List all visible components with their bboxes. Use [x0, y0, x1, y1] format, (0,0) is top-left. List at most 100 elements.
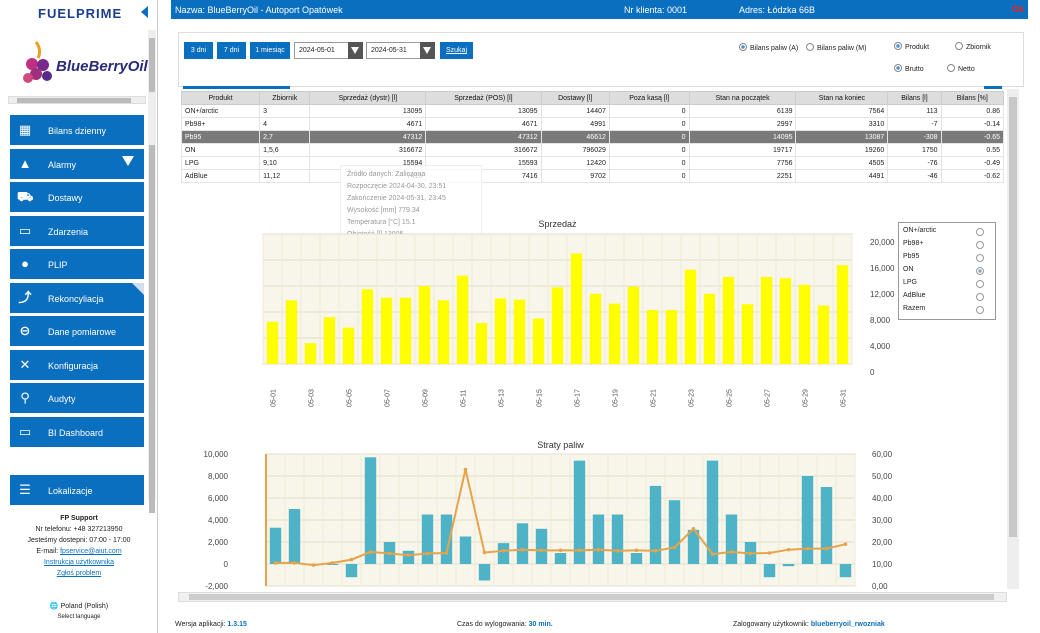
legend-radio[interactable]: [976, 241, 984, 249]
sidebar-item-dane-pomiarowe[interactable]: ⊖ Dane pomiarowe: [10, 316, 144, 346]
legend-item[interactable]: AdBlue: [903, 292, 993, 302]
table-cell: 3310: [795, 117, 889, 131]
table-cell: 47312: [309, 130, 427, 144]
column-header[interactable]: Sprzedaż (POS) [l]: [425, 91, 542, 105]
user-manual-link[interactable]: Instrukcja użytkownika: [43, 559, 115, 566]
bar: [437, 300, 450, 364]
line-point: [558, 548, 563, 553]
legend-item[interactable]: Pb98+: [903, 240, 993, 250]
bar: [782, 564, 795, 567]
radio-produkt[interactable]: Produkt: [894, 42, 929, 53]
column-header[interactable]: Dostawy [l]: [540, 91, 610, 105]
table-cell: 19717: [688, 143, 797, 157]
line-point: [368, 550, 373, 554]
radio-bilans-m[interactable]: Bilans paliw (M): [806, 43, 866, 54]
report-problem-link[interactable]: Zgłoś problem: [56, 570, 102, 577]
legend-radio[interactable]: [976, 280, 984, 288]
legend-radio[interactable]: [976, 267, 984, 275]
sidebar-horizontal-scrollbar[interactable]: [8, 96, 146, 104]
legend-item[interactable]: ON: [903, 266, 993, 276]
x-tick-label: 05-01: [271, 389, 278, 407]
radio-bilans-a[interactable]: Bilans paliw (A): [739, 43, 798, 54]
sidebar-item-dostawy[interactable]: ⛟ Dostawy: [10, 182, 144, 212]
table-row[interactable]: Pb98+ 4 4671 4671 4991 0 2997 3310 -7 -0.14: [180, 117, 1005, 131]
table-cell: 4491: [795, 169, 889, 183]
btn-7-days[interactable]: 7 dni: [217, 42, 246, 59]
date-from-input[interactable]: 2024-05-01: [294, 42, 363, 59]
collapse-sidebar-icon[interactable]: [141, 6, 148, 18]
dropdown-icon[interactable]: [348, 42, 363, 59]
sidebar-item-alarmy[interactable]: ▲ Alarmy: [10, 149, 144, 179]
legend-radio[interactable]: [976, 228, 984, 236]
sidebar-item-rekoncyliacja[interactable]: ⤴ Rekoncyliacja: [10, 283, 144, 313]
sidebar-item-audyty[interactable]: ⚲ Audyty: [10, 383, 144, 413]
trend-icon: ⤴: [18, 290, 32, 305]
dropdown-icon[interactable]: [420, 42, 435, 59]
btn-1-month[interactable]: 1 miesiąc: [250, 42, 290, 59]
legend-item[interactable]: ON+/arctic: [903, 227, 993, 237]
table-cell: 0: [608, 117, 690, 131]
column-header[interactable]: Bilans [%]: [940, 91, 1005, 105]
legend-item[interactable]: Razem: [903, 305, 993, 315]
legend-radio[interactable]: [976, 293, 984, 301]
table-cell: -308: [887, 130, 942, 144]
main-vertical-scrollbar[interactable]: [1007, 89, 1019, 589]
sidebar-item-bilans-dzienny[interactable]: ▦ Bilans dzienny: [10, 115, 144, 145]
table-cell: ON+/arctic: [180, 104, 261, 118]
radio-netto[interactable]: Netto: [947, 64, 975, 75]
sidebar-item-lokalizacje[interactable]: ☰ Lokalizacje: [10, 475, 144, 505]
table-cell: 0.86: [940, 104, 1005, 118]
logout-button[interactable]: Ok: [1011, 4, 1024, 14]
support-email-link[interactable]: fpservice@aiut.com: [60, 548, 122, 555]
sidebar-item-bi-dashboard[interactable]: ▭ BI Dashboard: [10, 417, 144, 447]
legend-radio[interactable]: [976, 254, 984, 262]
bar: [611, 514, 624, 564]
table-cell: 14095: [688, 130, 797, 144]
table-row[interactable]: ON 1,5,6 316672 316672 796029 0 19717 19260 1750…: [180, 143, 1005, 157]
legend-item[interactable]: LPG: [903, 279, 993, 289]
radio-brutto[interactable]: Brutto: [894, 64, 924, 75]
search-button[interactable]: Szukaj: [440, 42, 473, 59]
sidebar-item-konfiguracja[interactable]: ✕ Konfiguracja: [10, 350, 144, 380]
table-row[interactable]: Pb95 2,7 47312 47312 46612 0 14095 13087 -308 -0.…: [180, 130, 1005, 144]
language-selector[interactable]: 🌐 Poland (Polish) Select language: [49, 603, 109, 620]
radio-zbiornik[interactable]: Zbiornik: [955, 42, 991, 53]
column-header[interactable]: Zbiornik: [259, 91, 311, 105]
filter-icon[interactable]: [122, 156, 134, 166]
column-header[interactable]: Bilans [l]: [887, 91, 942, 105]
btn-3-days[interactable]: 3 dni: [184, 42, 213, 59]
bar: [760, 276, 773, 364]
table-cell: 1,5,6: [259, 143, 311, 157]
column-header[interactable]: Produkt: [180, 91, 261, 105]
active-corner: [132, 283, 144, 295]
table-row[interactable]: ON+/arctic 3 13095 13095 14407 0 6139 7564 113 0.…: [180, 104, 1005, 118]
column-header[interactable]: Poza kasą [l]: [608, 91, 690, 105]
bar: [649, 485, 662, 564]
legend-radio[interactable]: [976, 306, 984, 314]
bar: [627, 286, 640, 364]
date-to-input[interactable]: 2024-05-31: [366, 42, 435, 59]
main-horizontal-scrollbar[interactable]: [178, 592, 1007, 602]
tank-icon: ⊖: [19, 323, 31, 338]
column-header[interactable]: Stan na początek: [688, 91, 797, 105]
line-point: [767, 551, 772, 555]
legend-item[interactable]: Pb95: [903, 253, 993, 263]
column-header[interactable]: Stan na koniec: [795, 91, 889, 105]
bar: [516, 523, 529, 564]
y-tick-label: 4,000: [870, 342, 891, 351]
bar: [665, 310, 678, 364]
y-tick-label: 4,000: [208, 516, 229, 525]
top-bar: Nazwa: BlueBerryOil - Autoport Opatówek …: [171, 0, 1028, 19]
line-point: [672, 545, 677, 550]
globe-icon: 🌐: [49, 603, 59, 610]
y-tick-label: 20,000: [870, 238, 895, 247]
sidebar-item-zdarzenia[interactable]: ▭ Zdarzenia: [10, 216, 144, 246]
y-tick-label: 2,000: [208, 538, 229, 547]
sidebar-vertical-scrollbar[interactable]: [148, 30, 156, 513]
sidebar-item-plip[interactable]: ● PLIP: [10, 249, 144, 279]
table-cell: Pb95: [180, 130, 261, 144]
column-header[interactable]: Sprzedaż (dystr) [l]: [309, 91, 427, 105]
table-cell: -76: [887, 156, 942, 170]
table-row[interactable]: LPG 9,10 15594 15593 12420 0 7756 4505 -76 -0.49: [180, 156, 1005, 170]
